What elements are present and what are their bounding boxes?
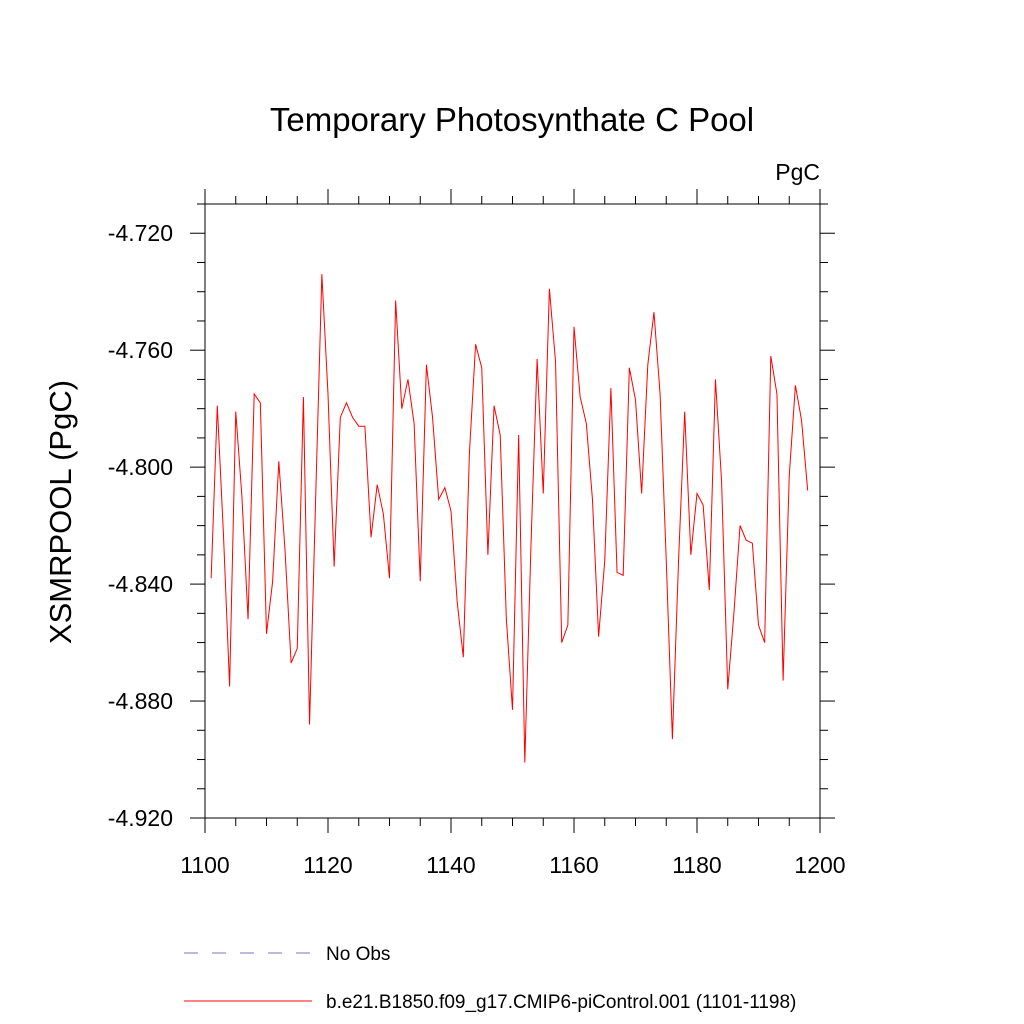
y-tick-label: -4.880 [108,688,173,714]
x-tick-label: 1200 [794,852,845,878]
x-tick-label: 1140 [426,852,475,878]
x-tick-label: 1100 [180,852,229,878]
x-tick-label: 1180 [672,852,721,878]
x-tick-label: 1120 [303,852,352,878]
y-tick-label: -4.720 [108,220,173,246]
series-line [210,274,809,763]
x-tick-labels: 1100 1120 1140 1160 1180 1200 [180,852,845,878]
chart-title: Temporary Photosynthate C Pool [270,101,754,138]
series-layer [210,274,809,763]
y-tick-label: -4.760 [108,337,173,363]
units-label: PgC [775,159,820,185]
y-tick-label: -4.840 [108,571,173,597]
legend: No Obs b.e21.B1850.f09_g17.CMIP6-piContro… [184,944,796,1013]
y-tick-label: -4.800 [108,454,173,480]
legend-label: b.e21.B1850.f09_g17.CMIP6-piControl.001 … [326,992,796,1013]
y-tick-labels: -4.720 -4.760 -4.800 -4.840 -4.880 -4.920 [108,220,173,831]
y-axis-label: XSMRPOOL (PgC) [43,380,78,644]
legend-label: No Obs [326,944,390,965]
plot-frame [204,203,821,819]
axis-ticks [190,189,835,833]
x-tick-label: 1160 [549,852,598,878]
y-tick-label: -4.920 [108,805,173,831]
